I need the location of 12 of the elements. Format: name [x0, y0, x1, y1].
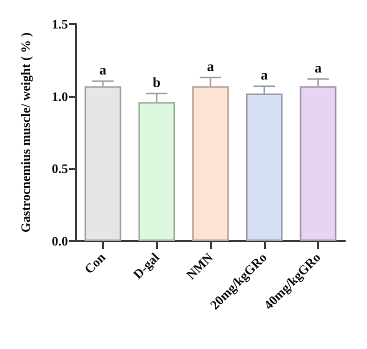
annotation: a [99, 64, 106, 79]
y-tick-label: 1.0 [52, 88, 68, 104]
y-tick-label: 0.0 [52, 234, 68, 248]
annotation: a [207, 60, 214, 76]
annotation: a [314, 61, 322, 76]
bar [84, 86, 122, 241]
annotation: a [260, 68, 268, 84]
y-tick-label: 1.5 [52, 16, 68, 32]
y-axis-title: Gastrocnemius muscle/ weight ( % ) [18, 32, 33, 233]
x-tick-label: Con [81, 249, 109, 277]
annotation: b [152, 76, 161, 91]
y-tick-label: 0.5 [52, 161, 68, 176]
